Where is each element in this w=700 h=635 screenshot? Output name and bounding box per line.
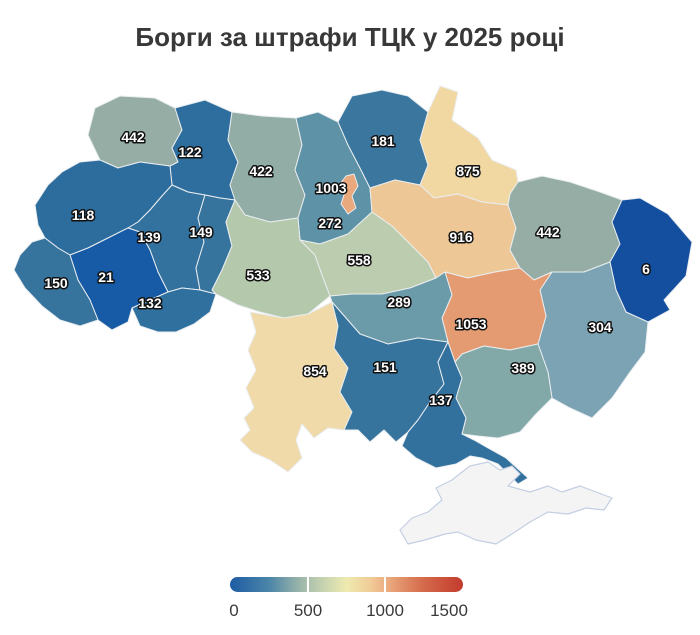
region-label-kherson: 137 bbox=[429, 392, 453, 408]
colorbar-tick-1500: 1500 bbox=[430, 601, 468, 620]
region-kyiv-city[interactable] bbox=[339, 173, 359, 215]
colorbar-gradient bbox=[230, 577, 463, 592]
region-label-ternopil: 139 bbox=[137, 229, 161, 245]
region-label-kyiv-city: 1003 bbox=[315, 180, 346, 196]
region-label-cherkasy: 558 bbox=[347, 252, 371, 268]
region-label-lviv: 118 bbox=[72, 207, 95, 223]
region-label-zaporizhzhia: 389 bbox=[511, 360, 535, 376]
region-label-kyiv-oblast: 272 bbox=[318, 215, 342, 231]
region-label-luhansk: 6 bbox=[642, 261, 650, 277]
region-label-odesa: 854 bbox=[303, 363, 327, 379]
colorbar-separator-500 bbox=[307, 577, 309, 592]
region-zaporizhzhia[interactable] bbox=[454, 343, 553, 439]
region-label-mykolaiv: 151 bbox=[373, 359, 397, 375]
colorbar-tick-0: 0 bbox=[229, 601, 239, 620]
region-sumy[interactable] bbox=[419, 85, 519, 206]
region-label-kirovohrad: 289 bbox=[387, 294, 411, 310]
region-luhansk[interactable] bbox=[609, 197, 693, 323]
colorbar-separator-1000 bbox=[384, 577, 386, 592]
page-title: Борги за штрафи ТЦК у 2025 році bbox=[135, 22, 565, 52]
colorbar-tick-1000: 1000 bbox=[366, 601, 404, 620]
region-kherson[interactable] bbox=[401, 341, 529, 485]
region-zakarpattia[interactable] bbox=[13, 237, 99, 327]
colorbar-legend: 0 500 1000 1500 bbox=[229, 577, 468, 627]
region-label-chernihiv: 181 bbox=[371, 133, 395, 149]
region-chernivtsi[interactable] bbox=[131, 287, 217, 333]
region-label-kharkiv: 442 bbox=[536, 224, 560, 240]
region-label-khmelnytskyi: 149 bbox=[189, 224, 213, 240]
region-label-volyn: 442 bbox=[121, 129, 145, 145]
region-mykolaiv[interactable] bbox=[331, 301, 449, 443]
colorbar-tick-500: 500 bbox=[293, 601, 323, 620]
region-label-dnipropetrovsk: 1053 bbox=[455, 316, 486, 332]
region-label-vinnytsia: 533 bbox=[246, 267, 270, 283]
region-crimea[interactable] bbox=[399, 461, 613, 545]
region-label-chernivtsi: 132 bbox=[138, 295, 162, 311]
region-label-ivano-frankivsk: 21 bbox=[98, 269, 114, 285]
region-label-donetsk: 304 bbox=[588, 319, 612, 335]
region-label-rivne: 122 bbox=[178, 144, 202, 160]
region-label-sumy: 875 bbox=[456, 163, 480, 179]
region-odesa[interactable] bbox=[239, 301, 353, 473]
region-label-zakarpattia: 150 bbox=[44, 275, 68, 291]
region-label-poltava: 916 bbox=[449, 229, 473, 245]
region-label-zhytomyr: 422 bbox=[249, 163, 273, 179]
